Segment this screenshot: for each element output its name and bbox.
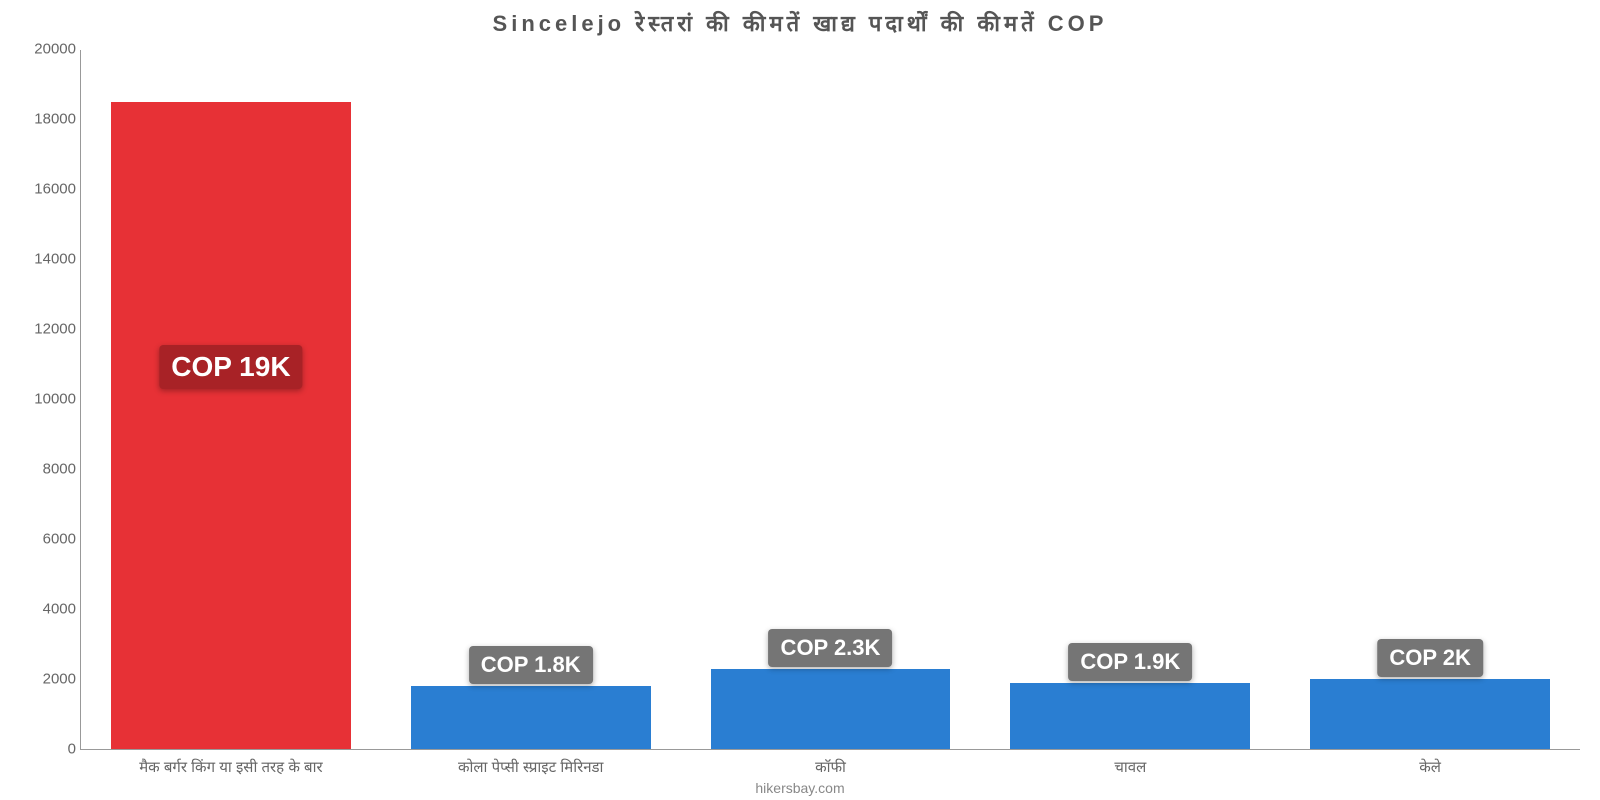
bar: [111, 102, 351, 750]
y-axis-tick: 4000: [21, 601, 76, 618]
bar-slot: COP 2Kकेले: [1280, 50, 1580, 749]
value-label: COP 1.8K: [469, 646, 593, 684]
y-axis-tick: 16000: [21, 181, 76, 198]
y-axis-tick: 20000: [21, 41, 76, 58]
value-label: COP 2.3K: [769, 629, 893, 667]
value-label: COP 1.9K: [1068, 643, 1192, 681]
attribution-text: hikersbay.com: [0, 780, 1600, 796]
y-axis-tick: 2000: [21, 671, 76, 688]
bar: [711, 669, 951, 750]
plot-area: COP 19Kमैक बर्गर किंग या इसी तरह के बारC…: [80, 50, 1580, 750]
bar-slot: COP 1.8Kकोला पेप्सी स्प्राइट मिरिनडा: [381, 50, 681, 749]
y-axis-tick: 12000: [21, 321, 76, 338]
bars-container: COP 19Kमैक बर्गर किंग या इसी तरह के बारC…: [81, 50, 1580, 749]
bar-slot: COP 2.3Kकॉफी: [681, 50, 981, 749]
x-axis-label: कोला पेप्सी स्प्राइट मिरिनडा: [381, 757, 681, 777]
bar: [1010, 683, 1250, 750]
bar: [411, 686, 651, 749]
y-axis-tick: 6000: [21, 531, 76, 548]
value-label: COP 2K: [1377, 639, 1483, 677]
bar-slot: COP 1.9Kचावल: [980, 50, 1280, 749]
price-bar-chart: Sincelejo रेस्तरां की कीमतें खाद्य पदार्…: [0, 0, 1600, 800]
x-axis-label: चावल: [980, 757, 1280, 777]
y-axis-tick: 14000: [21, 251, 76, 268]
x-axis-label: मैक बर्गर किंग या इसी तरह के बार: [81, 757, 381, 777]
y-axis-tick: 10000: [21, 391, 76, 408]
x-axis-label: केले: [1280, 757, 1580, 777]
bar-slot: COP 19Kमैक बर्गर किंग या इसी तरह के बार: [81, 50, 381, 749]
value-label: COP 19K: [159, 345, 302, 389]
x-axis-label: कॉफी: [681, 757, 981, 777]
bar: [1310, 679, 1550, 749]
y-axis-tick: 0: [21, 741, 76, 758]
y-axis-tick: 18000: [21, 111, 76, 128]
chart-title: Sincelejo रेस्तरां की कीमतें खाद्य पदार्…: [0, 8, 1600, 38]
y-axis-tick: 8000: [21, 461, 76, 478]
